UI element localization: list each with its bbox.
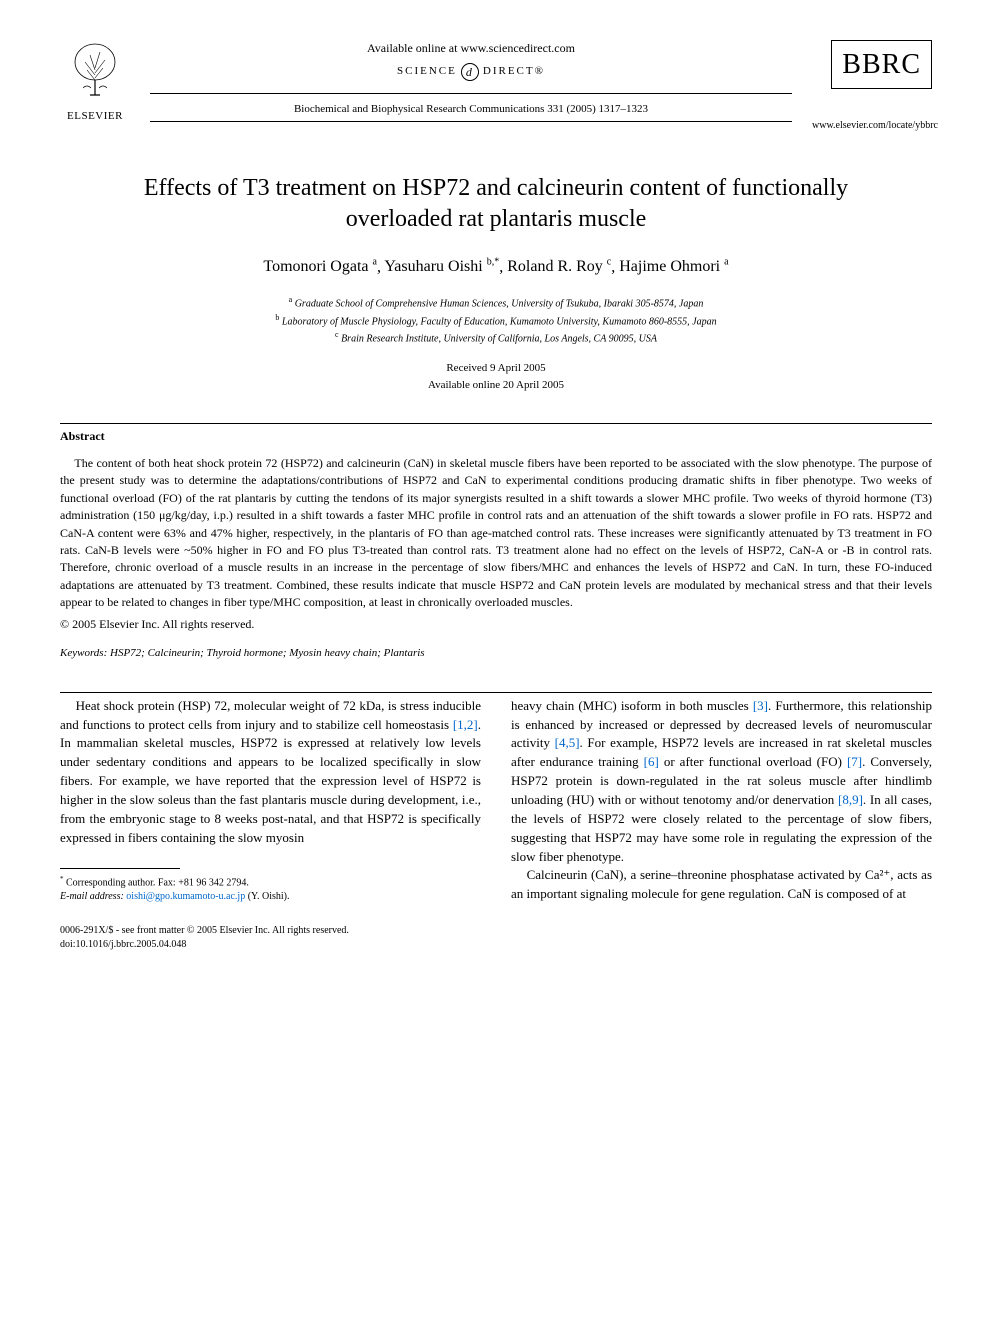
- available-online-text: Available online at www.sciencedirect.co…: [150, 40, 792, 57]
- ref-link-3[interactable]: [3]: [753, 698, 768, 713]
- authors-line: Tomonori Ogata a, Yasuharu Oishi b,*, Ro…: [60, 256, 932, 279]
- date-available: Available online 20 April 2005: [60, 377, 932, 394]
- sd-right: DIRECT®: [483, 64, 545, 79]
- affiliation-c: c Brain Research Institute, University o…: [60, 329, 932, 346]
- page-footer: 0006-291X/$ - see front matter © 2005 El…: [60, 924, 481, 952]
- bbrc-logo-block: BBRC www.elsevier.com/locate/ybbrc: [812, 40, 932, 133]
- header-rule-bottom: [150, 121, 792, 122]
- keywords-label: Keywords:: [60, 647, 107, 659]
- elsevier-logo: ELSEVIER: [60, 40, 130, 125]
- journal-citation: Biochemical and Biophysical Research Com…: [150, 102, 792, 117]
- elsevier-tree-icon: [65, 40, 125, 100]
- body-para-1: Heat shock protein (HSP) 72, molecular w…: [60, 697, 481, 848]
- footer-line-1: 0006-291X/$ - see front matter © 2005 El…: [60, 924, 481, 938]
- email-link[interactable]: oishi@gpo.kumamoto-u.ac.jp: [126, 891, 245, 902]
- ref-link-8-9[interactable]: [8,9]: [838, 792, 863, 807]
- ref-link-6[interactable]: [6]: [644, 754, 659, 769]
- article-dates: Received 9 April 2005 Available online 2…: [60, 360, 932, 393]
- sciencedirect-logo: SCIENCE d DIRECT®: [150, 63, 792, 81]
- footnote-separator: [60, 868, 180, 869]
- author-4: Hajime Ohmori a: [619, 258, 728, 275]
- header-center: Available online at www.sciencedirect.co…: [130, 40, 812, 126]
- ref-link-4-5[interactable]: [4,5]: [555, 735, 580, 750]
- author-1: Tomonori Ogata a: [263, 258, 377, 275]
- ref-link-1-2[interactable]: [1,2]: [453, 717, 478, 732]
- email-line: E-mail address: oishi@gpo.kumamoto-u.ac.…: [60, 890, 481, 904]
- corresponding-footnote: * Corresponding author. Fax: +81 96 342 …: [60, 875, 481, 904]
- affiliation-b: b Laboratory of Muscle Physiology, Facul…: [60, 312, 932, 329]
- sd-left: SCIENCE: [397, 64, 457, 79]
- date-received: Received 9 April 2005: [60, 360, 932, 377]
- footer-line-2: doi:10.1016/j.bbrc.2005.04.048: [60, 938, 481, 952]
- journal-url: www.elsevier.com/locate/ybbrc: [812, 119, 932, 133]
- keywords-text: HSP72; Calcineurin; Thyroid hormone; Myo…: [110, 647, 425, 659]
- column-right: heavy chain (MHC) isoform in both muscle…: [511, 697, 932, 952]
- bbrc-text: BBRC: [831, 40, 932, 89]
- body-para-2: Calcineurin (CaN), a serine–threonine ph…: [511, 866, 932, 904]
- abstract-heading: Abstract: [60, 428, 932, 445]
- page-header: ELSEVIER Available online at www.science…: [60, 40, 932, 133]
- affiliations: a Graduate School of Comprehensive Human…: [60, 294, 932, 346]
- abstract-rule-bottom: [60, 692, 932, 693]
- elsevier-label: ELSEVIER: [60, 109, 130, 124]
- affiliation-a: a Graduate School of Comprehensive Human…: [60, 294, 932, 311]
- sd-d-icon: d: [461, 63, 479, 81]
- body-para-1-cont: heavy chain (MHC) isoform in both muscle…: [511, 697, 932, 867]
- column-left: Heat shock protein (HSP) 72, molecular w…: [60, 697, 481, 952]
- corresponding-line: * Corresponding author. Fax: +81 96 342 …: [60, 875, 481, 890]
- body-columns: Heat shock protein (HSP) 72, molecular w…: [60, 697, 932, 952]
- author-2: Yasuharu Oishi b,*: [384, 258, 499, 275]
- article-title: Effects of T3 treatment on HSP72 and cal…: [100, 173, 892, 235]
- author-3: Roland R. Roy c: [507, 258, 611, 275]
- header-rule-top: [150, 93, 792, 94]
- keywords-line: Keywords: HSP72; Calcineurin; Thyroid ho…: [60, 646, 932, 661]
- abstract-rule-top: [60, 423, 932, 424]
- ref-link-7[interactable]: [7]: [847, 754, 862, 769]
- abstract-text: The content of both heat shock protein 7…: [60, 455, 932, 612]
- abstract-copyright: © 2005 Elsevier Inc. All rights reserved…: [60, 616, 932, 633]
